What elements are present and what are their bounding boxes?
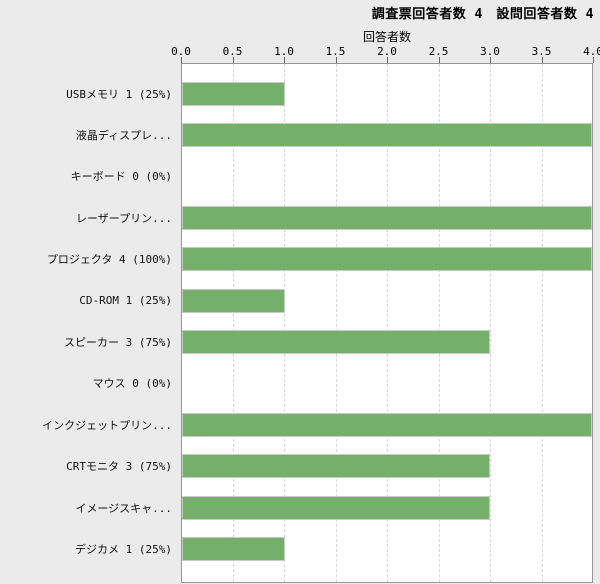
category-label: マウス 0 (0%)	[92, 377, 172, 391]
x-tick-label-3: 1.5	[325, 45, 346, 58]
x-axis-title: 回答者数	[362, 30, 411, 44]
x-tick-label-8: 4.0	[583, 45, 600, 58]
chart-row: インクジェットプリン...	[0, 404, 600, 445]
x-tick-label-4: 2.0	[377, 45, 397, 58]
bar-3	[182, 205, 592, 230]
bar-0	[182, 81, 285, 106]
x-tick-mark	[387, 57, 388, 63]
category-label: プロジェクタ 4 (100%)	[46, 253, 172, 267]
x-tick-label-7: 3.5	[531, 45, 552, 58]
x-tick-label-0: 0.0	[171, 45, 191, 58]
x-tick-label-6: 3.0	[480, 45, 500, 58]
category-label: スピーカー 3 (75%)	[64, 336, 172, 350]
chart-row: スピーカー 3 (75%)	[0, 321, 600, 362]
chart-row: USBメモリ 1 (25%)	[0, 73, 600, 114]
category-label: CD-ROM 1 (25%)	[79, 294, 172, 308]
category-label: レーザープリン...	[76, 211, 172, 225]
category-label: 液晶ディスプレ...	[75, 129, 172, 143]
x-tick-label-2: 1.0	[274, 45, 294, 58]
x-tick-mark	[232, 57, 234, 63]
chart-title: 調査票回答者数 4 設問回答者数 4	[371, 7, 594, 22]
gridline	[438, 64, 440, 582]
chart-row: マウス 0 (0%)	[0, 363, 600, 404]
x-tick-mark	[541, 57, 543, 63]
bar-10	[182, 495, 490, 520]
category-label: USBメモリ 1 (25%)	[66, 87, 172, 101]
gridline	[490, 64, 491, 582]
chart-row: デジカメ 1 (25%)	[0, 528, 600, 569]
chart-rows: USBメモリ 1 (25%) 液晶ディスプレ... キーボード 0 (0%) レーザー…	[0, 63, 600, 583]
x-tick-mark	[181, 57, 182, 63]
bar-6	[182, 330, 490, 355]
chart-row: キーボード 0 (0%)	[0, 156, 600, 197]
chart-row: CD-ROM 1 (25%)	[0, 280, 600, 321]
chart-row: プロジェクタ 4 (100%)	[0, 239, 600, 280]
x-tick-mark	[284, 57, 285, 63]
bar-11	[182, 536, 285, 561]
bar-8	[182, 412, 592, 437]
gridline	[541, 64, 543, 582]
x-tick-label-1: 0.5	[222, 45, 243, 58]
category-label: インクジェットプリン...	[42, 418, 172, 432]
bar-4	[182, 247, 592, 272]
chart-row: レーザープリン...	[0, 197, 600, 238]
gridline	[284, 64, 285, 582]
category-label: CRTモニタ 3 (75%)	[66, 460, 172, 474]
chart-row: 液晶ディスプレ...	[0, 114, 600, 155]
bar-9	[182, 454, 490, 479]
x-tick-mark	[593, 57, 594, 63]
x-tick-mark	[438, 57, 440, 63]
category-label: デジカメ 1 (25%)	[75, 542, 172, 556]
bar-1	[182, 123, 592, 148]
chart-row: CRTモニタ 3 (75%)	[0, 446, 600, 487]
x-tick-mark	[490, 57, 491, 63]
x-tick-mark	[335, 57, 337, 63]
gridline	[387, 64, 388, 582]
gridline	[335, 64, 337, 582]
category-label: イメージスキャ...	[75, 501, 172, 515]
bar-5	[182, 288, 285, 313]
x-tick-label-5: 2.5	[428, 45, 449, 58]
chart-row: イメージスキャ...	[0, 487, 600, 528]
gridline	[232, 64, 234, 582]
category-label: キーボード 0 (0%)	[70, 170, 172, 184]
